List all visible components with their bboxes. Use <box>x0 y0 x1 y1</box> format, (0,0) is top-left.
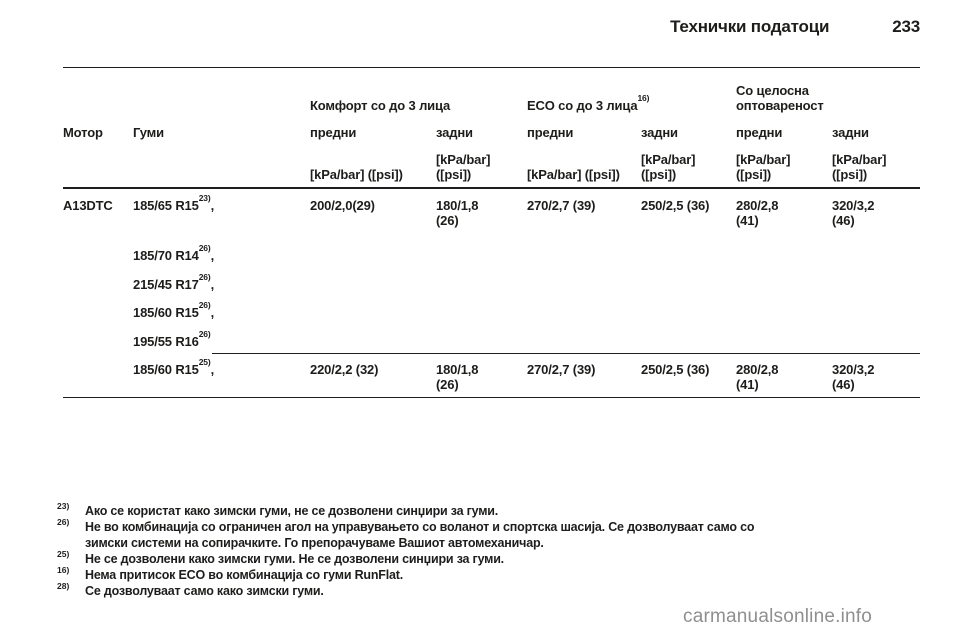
unit-label: [kPa/bar] ([psi]) <box>641 152 696 182</box>
tire-size-separator: , <box>210 277 215 292</box>
footnote-ref: 25) <box>198 356 211 367</box>
tire-size-text: 185/60 R15 <box>133 305 199 320</box>
table-rule-bottom <box>63 397 920 398</box>
pressure-value: 200/2,0(29) <box>310 198 375 213</box>
tire-size-separator: , <box>210 248 215 263</box>
footnote-ref: 23) <box>198 192 211 203</box>
subheader-front-eco: предни <box>527 125 574 140</box>
group-header-full-load: Со целосна оптовареност <box>736 83 824 113</box>
unit-label: [kPa/bar] ([psi]) <box>736 152 791 182</box>
pressure-value: 250/2,5 (36) <box>641 198 710 213</box>
unit-label: [kPa/bar] ([psi]) <box>832 152 887 182</box>
page-title: Технички податоци <box>670 17 830 36</box>
footnote-ref: 26) <box>198 328 211 339</box>
tire-size-text: 195/55 R16 <box>133 334 199 349</box>
pressure-value: 180/1,8 (26) <box>436 198 479 228</box>
tire-size: 185/60 R1526), <box>133 300 215 320</box>
tire-size: 195/55 R1626) <box>133 329 211 349</box>
tire-size-text: 185/70 R14 <box>133 248 199 263</box>
pressure-value: 280/2,8 (41) <box>736 362 779 392</box>
table-rule-top <box>63 67 920 68</box>
footnote-item: 16) Нема притисок ECO во комбинација со г… <box>57 566 917 583</box>
footnote-text: Ако се користат како зимски гуми, не се … <box>85 504 499 518</box>
tire-size-separator: , <box>210 362 215 377</box>
footnote-ref: 26) <box>198 271 211 282</box>
footnote-item: 26) Не во комбинација со ограничен агол н… <box>57 518 917 551</box>
unit-label: [kPa/bar] ([psi]) <box>527 167 620 182</box>
group-header-eco: ECO со до 3 лица16) <box>527 92 650 113</box>
footnote-text: Нема притисок ECO во комбинација со гуми… <box>85 568 403 582</box>
footnote-text: Се дозволуваат само како зимски гуми. <box>85 584 324 598</box>
pressure-value: 270/2,7 (39) <box>527 198 596 213</box>
tire-size-separator: , <box>210 198 215 213</box>
col-header-tires: Гуми <box>133 125 164 140</box>
tire-size: 185/65 R1523), <box>133 193 215 213</box>
subheader-rear-full: задни <box>832 125 869 140</box>
footnote-ref: 26) <box>198 299 211 310</box>
footnote-text: Не во комбинација со ограничен агол на у… <box>85 520 755 550</box>
tire-size-text: 185/60 R15 <box>133 362 199 377</box>
tire-size-separator: , <box>210 305 215 320</box>
tire-size-text: 185/65 R15 <box>133 198 199 213</box>
motor-cell: A13DTC <box>63 198 113 213</box>
page-header: Технички податоци 233 <box>0 17 920 37</box>
pressure-value: 320/3,2 (46) <box>832 198 875 228</box>
subheader-front-full: предни <box>736 125 783 140</box>
footnote-ref: 26) <box>198 242 211 253</box>
group-header-comfort: Комфорт со до 3 лица <box>310 98 451 113</box>
subheader-rear-eco: задни <box>641 125 678 140</box>
tire-size: 185/60 R1525), <box>133 357 215 377</box>
watermark-link[interactable]: carmanualsonline.info <box>683 606 873 627</box>
page-number: 233 <box>892 17 920 36</box>
tire-size-text: 215/45 R17 <box>133 277 199 292</box>
pressure-value: 280/2,8 (41) <box>736 198 779 228</box>
subheader-front-comfort: предни <box>310 125 357 140</box>
pressure-value: 180/1,8 (26) <box>436 362 479 392</box>
footnote-item: 25) Не се дозволени како зимски гуми. Не … <box>57 550 917 567</box>
pressure-value: 250/2,5 (36) <box>641 362 710 377</box>
table-rule-header <box>63 187 920 189</box>
pressure-value: 320/3,2 (46) <box>832 362 875 392</box>
table-rule-mid <box>212 353 920 354</box>
col-header-motor: Мотор <box>63 125 103 140</box>
footnote-ref: 16) <box>637 92 650 103</box>
footnote-text: Не се дозволени како зимски гуми. Не се … <box>85 552 504 566</box>
subheader-rear-comfort: задни <box>436 125 473 140</box>
unit-label: [kPa/bar] ([psi]) <box>310 167 403 182</box>
footnote-item: 28) Се дозволуваат само како зимски гуми. <box>57 582 917 599</box>
pressure-value: 220/2,2 (32) <box>310 362 379 377</box>
footnote-item: 23) Ако се користат како зимски гуми, не … <box>57 502 917 519</box>
tire-size: 215/45 R1726), <box>133 272 215 292</box>
pressure-value: 270/2,7 (39) <box>527 362 596 377</box>
unit-label: [kPa/bar] ([psi]) <box>436 152 491 182</box>
tire-size: 185/70 R1426), <box>133 243 215 263</box>
